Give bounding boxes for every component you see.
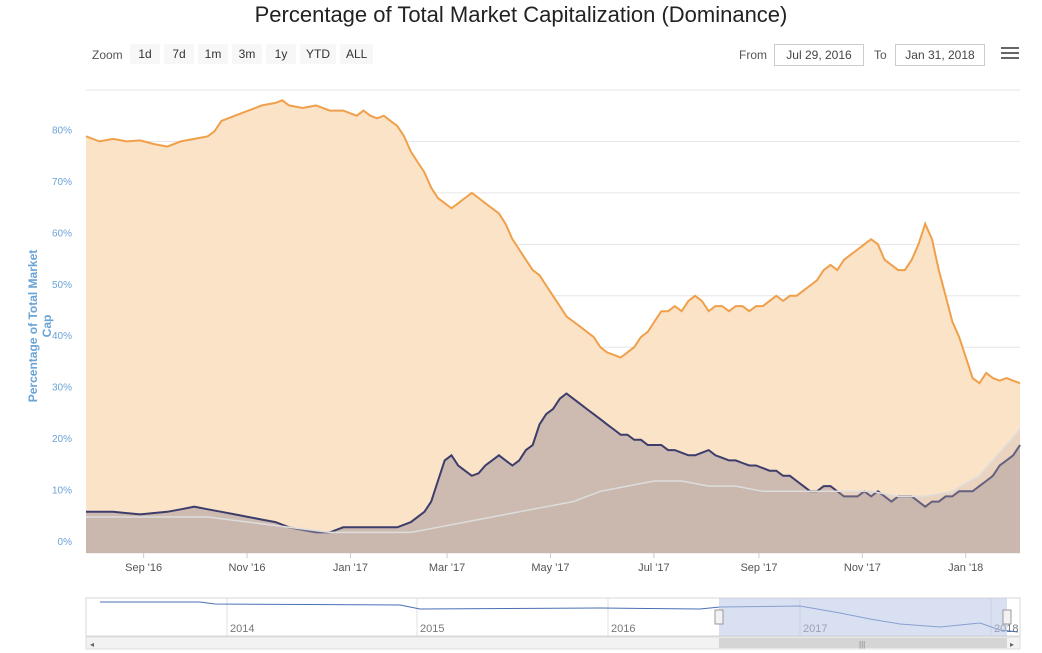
navigator-year-label: 2014	[230, 623, 254, 635]
x-tick-label: Nov '17	[844, 562, 881, 574]
x-tick-label: Sep '16	[125, 562, 162, 574]
zoom-3m-button[interactable]: 3m	[232, 44, 262, 64]
zoom-1m-button[interactable]: 1m	[198, 44, 228, 64]
from-date-input[interactable]: Jul 29, 2016	[774, 44, 864, 66]
zoom-ytd-button[interactable]: YTD	[300, 44, 336, 64]
y-tick-label: 10%	[52, 486, 72, 497]
scroll-left-arrow-icon[interactable]: ◂	[90, 640, 94, 649]
y-tick-label: 70%	[52, 177, 72, 188]
x-tick-label: Sep '17	[740, 562, 777, 574]
zoom-1d-button[interactable]: 1d	[130, 44, 160, 64]
navigator-handle[interactable]	[714, 609, 724, 625]
x-tick-label: Nov '16	[229, 562, 266, 574]
y-tick-label: 40%	[52, 331, 72, 342]
scrollbar-thumb[interactable]	[719, 638, 1007, 648]
series-areas	[85, 99, 1021, 554]
to-label: To	[874, 48, 887, 62]
series-line-others[interactable]	[86, 429, 1021, 534]
chart-title: Percentage of Total Market Capitalizatio…	[254, 2, 788, 27]
series-area-ethereum	[86, 393, 1020, 553]
zoom-button-group: 1d 7d 1m 3m 1y YTD ALL	[130, 44, 374, 64]
x-ticks: Sep '16 Nov '16 Jan '17 Mar '17 May '17 Jul '…	[125, 553, 983, 574]
to-date-input[interactable]: Jan 31, 2018	[895, 44, 985, 66]
series-line-bitcoin[interactable]	[85, 99, 1021, 385]
x-tick-label: May '17	[531, 562, 569, 574]
y-tick-label: 20%	[52, 434, 72, 445]
menu-icon[interactable]	[1001, 47, 1019, 63]
x-tick-label: Jul '17	[638, 562, 669, 574]
y-ticks: 0% 10% 20% 30% 40% 50% 60% 70% 80%	[52, 125, 72, 548]
y-tick-label: 60%	[52, 228, 72, 239]
zoom-label: Zoom	[92, 48, 123, 62]
y-tick-label: 50%	[52, 280, 72, 291]
scrollbar-grip-icon[interactable]: |||	[859, 640, 865, 649]
y-tick-label: 80%	[52, 125, 72, 136]
zoom-all-button[interactable]: ALL	[340, 44, 374, 64]
y-tick-label: 0%	[58, 537, 73, 548]
zoom-1y-button[interactable]: 1y	[266, 44, 296, 64]
x-tick-label: Jan '17	[333, 562, 368, 574]
zoom-7d-button[interactable]: 7d	[164, 44, 194, 64]
navigator-year-label: 2015	[420, 623, 444, 635]
x-tick-label: Jan '18	[948, 562, 983, 574]
navigator[interactable]: 20142015201620172018◂▸|||	[85, 597, 1021, 650]
series-area-others	[86, 429, 1020, 553]
series-area-bitcoin	[86, 100, 1020, 554]
navigator-year-label: 2016	[611, 623, 635, 635]
navigator-handle[interactable]	[1002, 609, 1012, 625]
navigator-selected-range[interactable]	[719, 598, 1007, 636]
y-tick-label: 30%	[52, 383, 72, 394]
scroll-right-arrow-icon[interactable]: ▸	[1010, 640, 1014, 649]
series-line-ethereum[interactable]	[86, 392, 1021, 534]
x-tick-label: Mar '17	[429, 562, 465, 574]
from-label: From	[739, 48, 767, 62]
